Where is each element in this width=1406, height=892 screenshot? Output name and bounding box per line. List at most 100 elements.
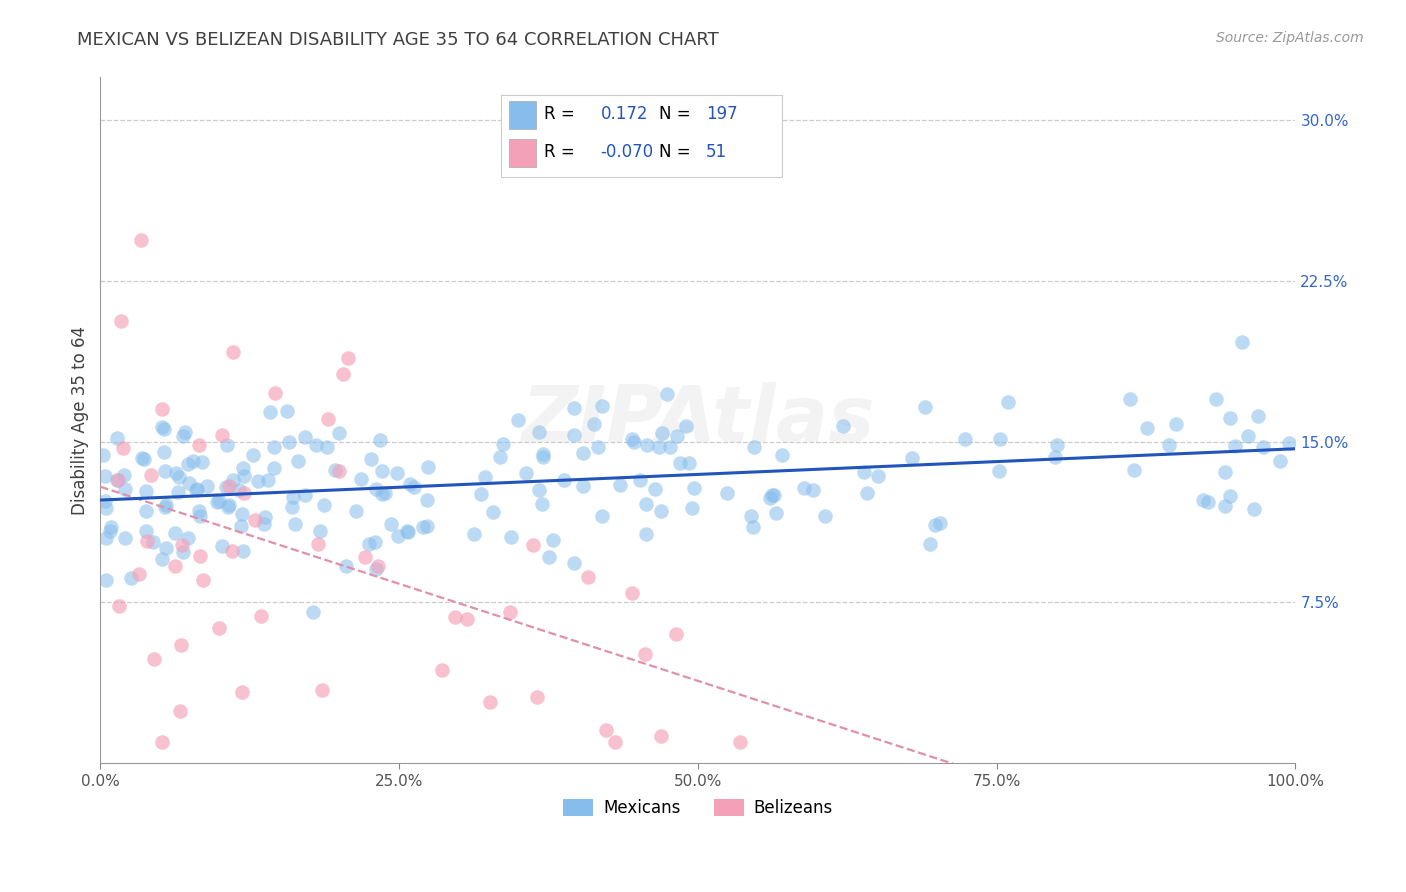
Point xyxy=(215,438,238,452)
Point xyxy=(315,440,337,454)
Point xyxy=(928,516,950,530)
Point xyxy=(163,525,186,540)
Point xyxy=(308,537,330,551)
Point xyxy=(364,483,387,497)
Point xyxy=(1219,411,1241,425)
Point xyxy=(803,483,825,497)
Point xyxy=(100,519,122,533)
Point xyxy=(344,503,367,517)
Point xyxy=(1205,392,1227,407)
Point xyxy=(374,486,396,500)
Point xyxy=(416,459,439,474)
Point xyxy=(634,527,657,541)
Point xyxy=(831,419,853,434)
Point xyxy=(371,487,394,501)
Point xyxy=(360,452,382,467)
Point xyxy=(1197,494,1219,508)
Point xyxy=(591,400,613,414)
Point xyxy=(165,559,187,574)
Text: MEXICAN VS BELIZEAN DISABILITY AGE 35 TO 64 CORRELATION CHART: MEXICAN VS BELIZEAN DISABILITY AGE 35 TO… xyxy=(77,31,718,49)
Point xyxy=(129,233,152,247)
Point xyxy=(366,562,388,576)
Point xyxy=(131,451,153,466)
Point xyxy=(759,491,782,505)
Text: Source: ZipAtlas.com: Source: ZipAtlas.com xyxy=(1216,31,1364,45)
Point xyxy=(658,440,681,454)
Point xyxy=(208,494,231,508)
Point xyxy=(742,520,765,534)
Point xyxy=(155,541,177,556)
Point xyxy=(181,454,204,468)
Point xyxy=(470,487,492,501)
Point xyxy=(135,524,157,538)
Point xyxy=(681,500,703,515)
Point xyxy=(165,467,187,481)
Point xyxy=(232,544,254,558)
Point xyxy=(94,574,117,588)
Point xyxy=(572,445,595,459)
Point xyxy=(188,508,211,523)
Point xyxy=(1268,454,1291,468)
Point xyxy=(172,545,194,559)
Point xyxy=(105,431,128,445)
Point xyxy=(595,723,617,738)
Point xyxy=(1278,436,1301,450)
Point xyxy=(354,550,377,565)
Point xyxy=(259,405,281,419)
Point xyxy=(443,610,465,624)
Point xyxy=(91,448,114,462)
Point xyxy=(110,314,132,328)
Point xyxy=(170,538,193,552)
Point xyxy=(1247,409,1270,423)
Point xyxy=(644,482,666,496)
Point xyxy=(1223,439,1246,453)
Point xyxy=(98,524,121,538)
Point xyxy=(1157,438,1180,452)
Point xyxy=(94,501,117,516)
Point xyxy=(177,457,200,471)
Point xyxy=(650,504,672,518)
Point xyxy=(814,509,837,524)
Point xyxy=(207,495,229,509)
Point xyxy=(1119,392,1142,406)
Point xyxy=(914,401,936,415)
Point xyxy=(515,467,537,481)
Point xyxy=(651,425,673,440)
Point xyxy=(499,605,522,619)
Point xyxy=(648,440,671,454)
Point xyxy=(609,478,631,492)
Point xyxy=(537,549,560,564)
Point xyxy=(1243,502,1265,516)
Point xyxy=(120,571,142,585)
Point xyxy=(402,480,425,494)
Point xyxy=(253,516,276,531)
Point xyxy=(412,519,434,533)
Point xyxy=(665,429,688,443)
Point xyxy=(135,484,157,499)
Point xyxy=(114,482,136,496)
Point xyxy=(177,476,200,491)
Point xyxy=(530,497,553,511)
Point xyxy=(416,519,439,533)
Point xyxy=(264,386,287,401)
Point xyxy=(132,451,155,466)
Point xyxy=(866,468,889,483)
Point xyxy=(278,434,301,449)
Point xyxy=(218,479,240,493)
Point xyxy=(139,467,162,482)
Point xyxy=(231,685,253,699)
Point xyxy=(323,463,346,477)
Point xyxy=(186,483,208,497)
Point xyxy=(276,403,298,417)
Point xyxy=(456,612,478,626)
Point xyxy=(263,440,285,454)
Point xyxy=(215,480,238,494)
Point xyxy=(294,429,316,443)
Point xyxy=(221,543,243,558)
Point xyxy=(901,450,924,465)
Point xyxy=(332,367,354,381)
Point xyxy=(112,441,135,455)
Point xyxy=(506,413,529,427)
Point xyxy=(728,735,751,749)
Point xyxy=(350,472,373,486)
